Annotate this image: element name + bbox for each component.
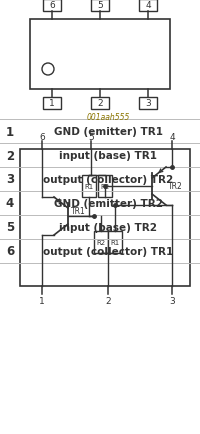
Text: R1: R1 <box>111 240 120 246</box>
Text: R2: R2 <box>97 240 106 246</box>
Text: TR1: TR1 <box>71 207 86 216</box>
Polygon shape <box>30 20 170 90</box>
Text: 1: 1 <box>39 296 45 305</box>
Text: 1: 1 <box>6 125 14 138</box>
Polygon shape <box>108 231 122 253</box>
Polygon shape <box>139 98 157 110</box>
Text: 3: 3 <box>169 296 175 305</box>
Text: 4: 4 <box>6 197 14 210</box>
Text: 5: 5 <box>89 132 94 141</box>
Text: input (base) TR2: input (base) TR2 <box>59 223 157 233</box>
Text: 3: 3 <box>145 99 151 108</box>
Polygon shape <box>20 150 190 286</box>
Text: 4: 4 <box>145 1 151 10</box>
Text: 6: 6 <box>39 132 45 141</box>
Polygon shape <box>43 98 61 110</box>
Polygon shape <box>98 176 112 197</box>
Text: 2: 2 <box>97 99 103 108</box>
Text: GND (emitter) TR1: GND (emitter) TR1 <box>54 127 162 137</box>
Text: 4: 4 <box>169 132 175 141</box>
Polygon shape <box>43 0 61 12</box>
Text: 5: 5 <box>97 1 103 10</box>
Text: R2: R2 <box>101 184 110 190</box>
Polygon shape <box>91 98 109 110</box>
Text: input (base) TR1: input (base) TR1 <box>59 151 157 161</box>
Text: 001aah555: 001aah555 <box>86 113 130 122</box>
Text: output (collector) TR1: output (collector) TR1 <box>43 247 173 256</box>
Text: 3: 3 <box>6 173 14 186</box>
Polygon shape <box>91 0 109 12</box>
Text: GND (emitter) TR2: GND (emitter) TR2 <box>54 198 162 208</box>
Text: 6: 6 <box>49 1 55 10</box>
Text: 1: 1 <box>49 99 55 108</box>
Text: TR2: TR2 <box>168 182 183 191</box>
Text: 6: 6 <box>6 245 14 258</box>
Text: output (collector) TR2: output (collector) TR2 <box>43 174 173 184</box>
Polygon shape <box>82 176 96 197</box>
Text: 5: 5 <box>6 221 14 234</box>
Polygon shape <box>94 231 108 253</box>
Text: 2: 2 <box>6 149 14 162</box>
Text: R1: R1 <box>85 184 94 190</box>
Polygon shape <box>139 0 157 12</box>
Text: 2: 2 <box>106 296 111 305</box>
